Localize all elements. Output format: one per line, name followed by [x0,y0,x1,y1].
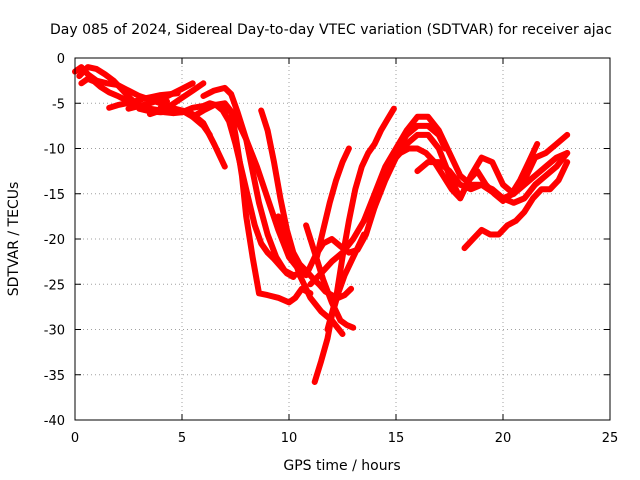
series-layer [72,64,571,385]
y-tick-label: -10 [44,143,65,158]
series-track-8 [157,104,213,138]
y-tick-label: -30 [44,324,65,339]
ticks: 0 5 10 15 20 25 0 -5 -10 -15 -20 -25 -30 -35 -40 [44,52,619,446]
x-tick-label: 20 [495,431,512,446]
y-tick-label: 0 [57,52,65,67]
chart-title: Day 085 of 2024, Sidereal Day-to-day VTE… [50,22,612,38]
series-track-19 [324,105,397,333]
y-tick-label: -35 [44,369,65,384]
x-tick-label: 5 [178,431,186,446]
y-axis-label: SDTVAR / TECUs [6,182,22,297]
series-track-12 [221,104,314,306]
series-track-25 [461,159,571,252]
series-track-20 [313,145,352,261]
y-tick-label: -15 [44,188,65,203]
y-tick-label: -20 [44,233,65,248]
y-tick-label: -40 [44,414,65,429]
x-axis-label: GPS time / hours [283,458,400,474]
x-tick-label: 0 [71,431,79,446]
series-track-7 [136,105,228,170]
x-tick-label: 10 [281,431,298,446]
series-track-24 [414,150,571,206]
series-track-21 [360,113,571,224]
x-tick-label: 25 [602,431,619,446]
y-tick-label: -5 [52,97,65,112]
series-track-11 [200,84,305,279]
x-tick-label: 15 [388,431,405,446]
series-track-23 [388,141,541,204]
y-tick-label: -25 [44,278,65,293]
